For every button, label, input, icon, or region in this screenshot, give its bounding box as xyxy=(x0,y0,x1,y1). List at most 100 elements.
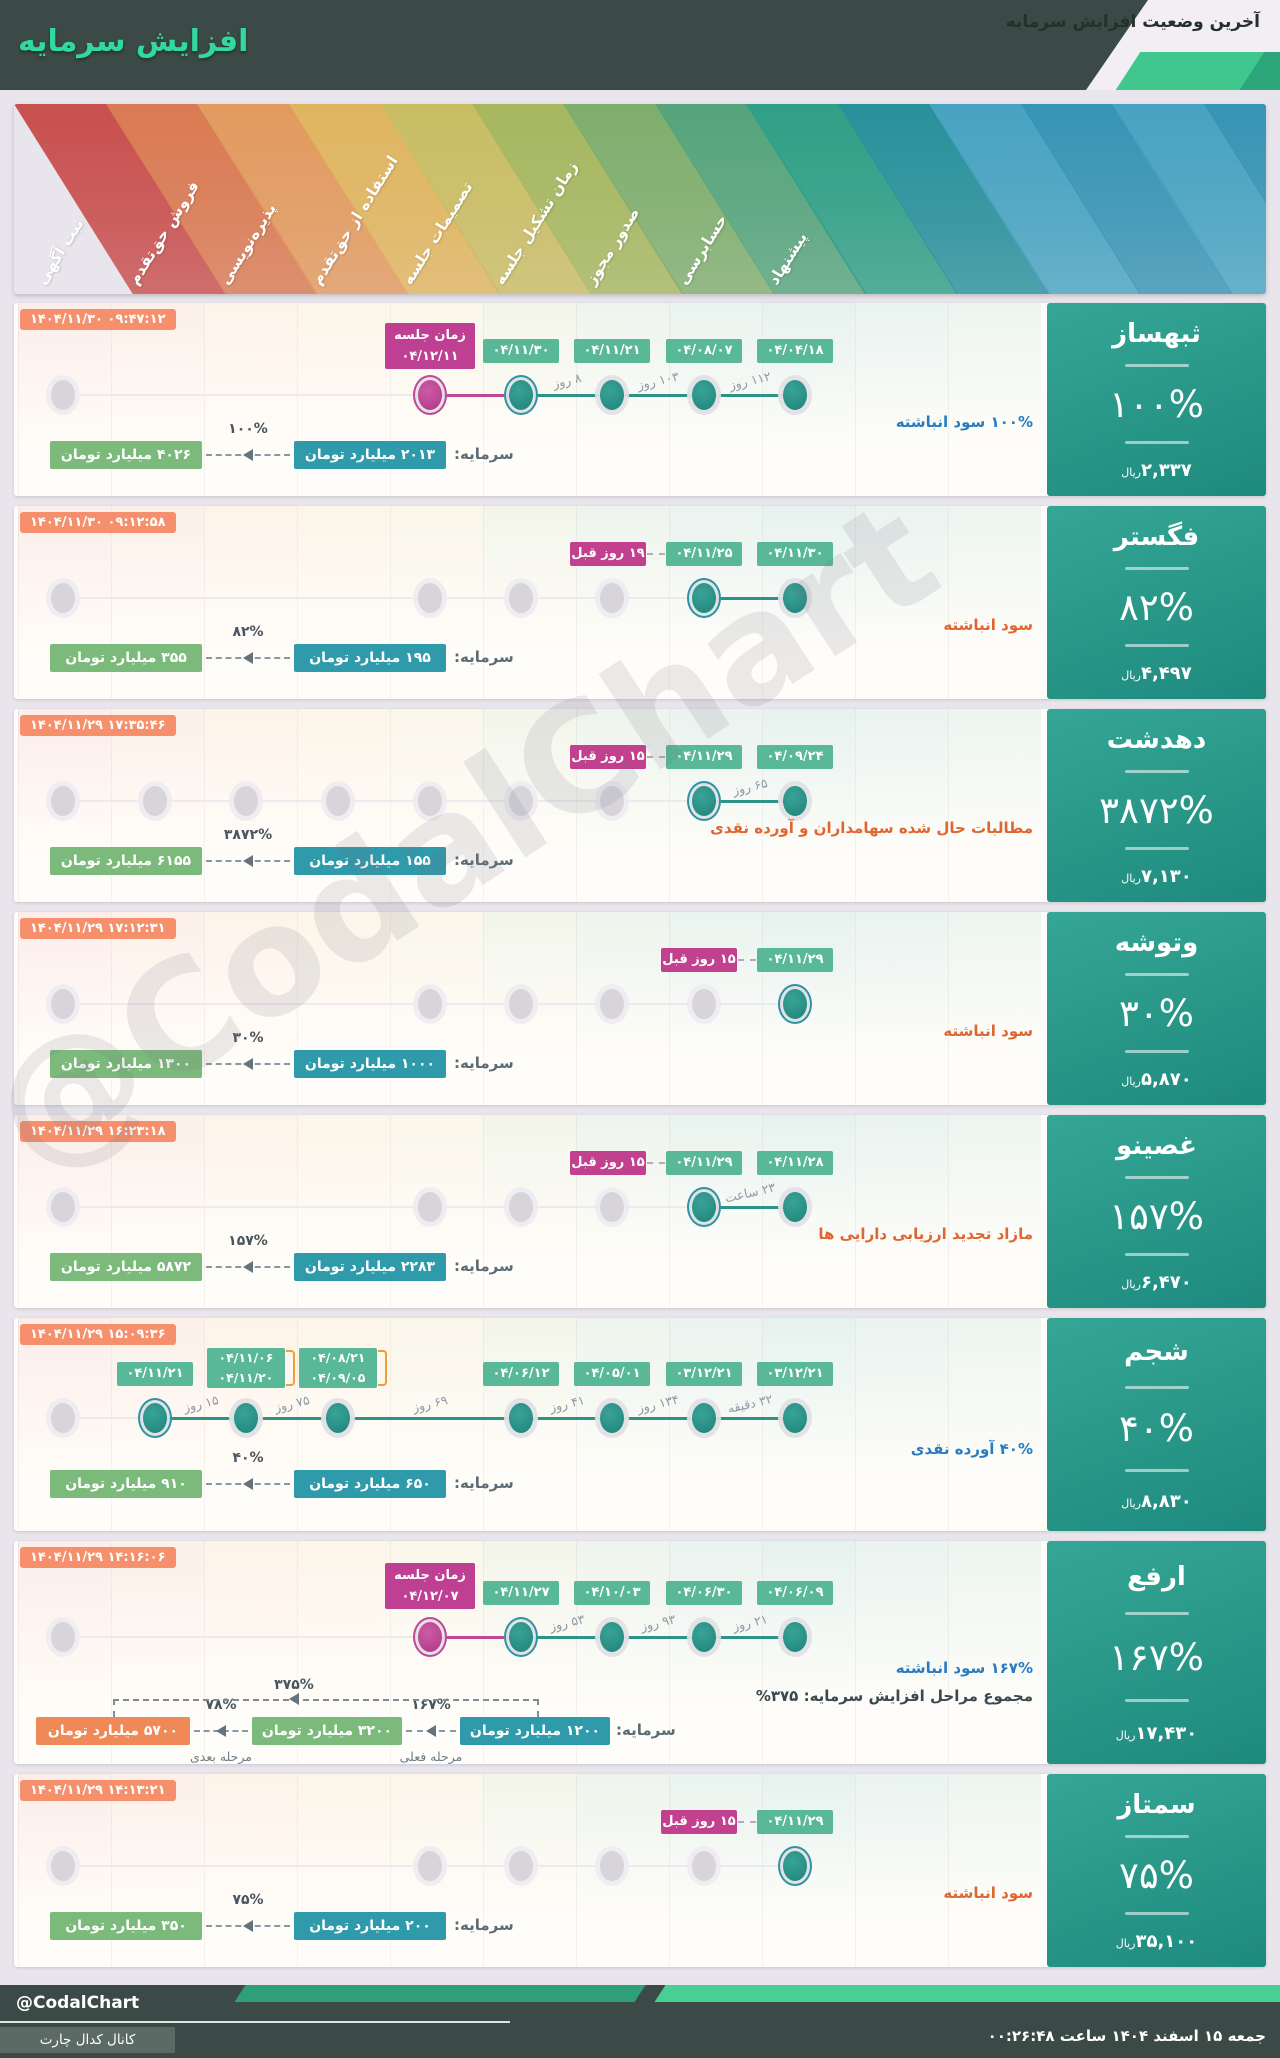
stage-date-badge: ۰۴/۱۱/۲۱ xyxy=(117,1362,193,1386)
row-column-separator xyxy=(948,303,949,496)
capital-increase-percent: ۷۵% xyxy=(232,1892,264,1908)
row-column-separator xyxy=(18,1318,19,1531)
card-divider xyxy=(1124,1612,1189,1615)
row-column-separator xyxy=(297,1541,298,1764)
report-timestamp: ۱۴۰۴/۱۱/۲۹ ۱۷:۳۵:۴۶ xyxy=(20,715,176,736)
card-divider xyxy=(1124,973,1189,976)
timeline-segment xyxy=(704,1205,795,1209)
row-column-separator xyxy=(483,1318,484,1531)
days-ago-badge: ۱۵ روز قبل xyxy=(661,1810,737,1834)
days-ago-badge: ۱۵ روز قبل xyxy=(661,948,737,972)
rial-unit: ریال xyxy=(1115,1936,1136,1950)
row-column-separator xyxy=(390,506,391,699)
row-column-tint xyxy=(669,1774,762,1967)
capital-value-badge: ۲۰۱۳ میلیارد تومان xyxy=(294,441,446,469)
row-note: ۱۶۷% سود انباشته xyxy=(895,1659,1033,1677)
footer-green-band-dark xyxy=(234,1985,646,2002)
company-card: ثبهساز ۱۰۰% ۲,۳۳۷ریال xyxy=(1047,303,1266,496)
row-column-separator xyxy=(576,1541,577,1764)
card-divider xyxy=(1124,1050,1189,1053)
row-column-separator xyxy=(855,1774,856,1967)
stage-dot xyxy=(783,786,807,816)
total-increase-arrow-icon xyxy=(289,1693,299,1705)
company-card: شجم ۴۰% ۸,۸۳۰ریال xyxy=(1047,1318,1266,1531)
capital-label: سرمایه: xyxy=(454,1916,514,1934)
row-column-separator xyxy=(111,1318,112,1531)
capital-value-badge: ۴۰۲۶ میلیارد تومان xyxy=(50,441,202,469)
row-column-separator xyxy=(948,1774,949,1967)
stage-date-badge: ۰۴/۱۱/۲۹ xyxy=(757,948,833,972)
row-column-separator xyxy=(948,1115,949,1308)
capital-increase-percent: ۱۶۷% xyxy=(411,1697,451,1713)
footer-divider-line xyxy=(0,2021,510,2023)
row-column-tint xyxy=(762,709,855,902)
stage-date-badge: ۰۴/۰۴/۱۸ xyxy=(757,339,833,363)
row-column-separator xyxy=(111,1115,112,1308)
row-note: ۴۰% آورده نقدی xyxy=(910,1440,1033,1458)
capital-value-badge: ۶۵۰ میلیارد تومان xyxy=(294,1470,446,1498)
report-timestamp: ۱۴۰۴/۱۱/۳۰ ۰۹:۴۷:۱۲ xyxy=(20,309,176,330)
page-subtitle: آخرین وضعیت افزایش سرمایه xyxy=(1005,12,1260,32)
card-divider xyxy=(1124,1835,1189,1838)
stage-dot xyxy=(783,1403,807,1433)
row-note: مطالبات حال شده سهامداران و آورده نقدی xyxy=(710,819,1033,837)
row-column-tint xyxy=(855,506,948,699)
row-column-tint xyxy=(948,1541,1041,1764)
rial-unit: ریال xyxy=(1121,871,1141,885)
stage-dot xyxy=(234,1403,258,1433)
company-name: فگستر xyxy=(1113,521,1200,552)
total-increase-percent: ۳۷۵% xyxy=(274,1677,314,1693)
row-column-separator xyxy=(762,1318,763,1531)
stage-caption: مرحله بعدی xyxy=(190,1749,252,1764)
company-row: ۱۴۰۴/۱۱/۳۰ ۰۹:۴۷:۱۲ ۸ روز ۱۰۳ روز ۱۱۲ روز زم… xyxy=(14,303,1266,496)
row-column-separator xyxy=(483,506,484,699)
capital-label: سرمایه: xyxy=(454,1474,514,1492)
row-column-tint xyxy=(855,1318,948,1531)
stage-date-badge: ۰۳/۱۲/۲۱ xyxy=(757,1362,833,1386)
price-value: ۲,۳۳۷ xyxy=(1140,459,1192,481)
capital-value-badge: ۵۷۰۰ میلیارد تومان xyxy=(36,1717,190,1745)
row-column-tint xyxy=(948,912,1041,1105)
capital-increase-percent: ۳۰% xyxy=(232,1030,264,1046)
card-divider xyxy=(1124,770,1189,773)
stage-dot xyxy=(138,1398,172,1438)
row-column-separator xyxy=(204,1774,205,1967)
row-column-separator xyxy=(669,1541,670,1764)
stage-dot xyxy=(778,1846,812,1886)
total-increase-path xyxy=(113,1699,539,1717)
stacked-date-badge: ۰۴/۱۱/۰۶ ۰۴/۱۱/۲۰ xyxy=(207,1348,295,1388)
stage-placeholder-dot xyxy=(234,786,258,816)
capital-arrow-head-icon xyxy=(243,449,253,461)
stage-dot xyxy=(600,1622,624,1652)
company-increase-percent: ۴۰% xyxy=(1119,1407,1194,1451)
stage-date-badge: ۰۴/۱۱/۳۰ xyxy=(757,542,833,566)
report-timestamp: ۱۴۰۴/۱۱/۲۹ ۱۷:۱۲:۳۱ xyxy=(20,918,176,939)
row-column-separator xyxy=(576,506,577,699)
company-card: سمتاز ۷۵% ۳۵,۱۰۰ریال xyxy=(1047,1774,1266,1967)
stage-placeholder-dot xyxy=(51,1851,75,1881)
company-card: دهدشت ۳۸۷۲% ۷,۱۳۰ریال xyxy=(1047,709,1266,902)
company-price: ۸,۸۳۰ریال xyxy=(1121,1491,1192,1512)
channel-label: کانال کدال چارت xyxy=(0,2027,175,2053)
row-column-tint xyxy=(204,506,297,699)
stage-placeholder-dot xyxy=(51,1192,75,1222)
row-column-tint xyxy=(762,1115,855,1308)
row-column-separator xyxy=(483,709,484,902)
row-column-separator xyxy=(111,912,112,1105)
row-column-separator xyxy=(204,303,205,496)
rial-unit: ریال xyxy=(1121,1074,1141,1088)
row-column-separator xyxy=(669,506,670,699)
row-column-separator xyxy=(204,709,205,902)
row-column-separator xyxy=(18,1541,19,1764)
row-column-separator xyxy=(855,303,856,496)
stage-placeholder-dot xyxy=(692,1851,716,1881)
capital-increase-percent: ۴۰% xyxy=(232,1450,264,1466)
stage-date-badge: ۰۴/۱۱/۳۰ xyxy=(483,339,559,363)
stage-placeholder-dot xyxy=(509,786,533,816)
rial-unit: ریال xyxy=(1121,668,1141,682)
row-column-separator xyxy=(483,1115,484,1308)
stage-dot xyxy=(413,1617,447,1657)
row-column-separator xyxy=(111,1774,112,1967)
report-timestamp: ۱۴۰۴/۱۱/۲۹ ۱۴:۱۶:۰۶ xyxy=(20,1547,176,1568)
company-price: ۶,۴۷۰ریال xyxy=(1121,1272,1192,1293)
